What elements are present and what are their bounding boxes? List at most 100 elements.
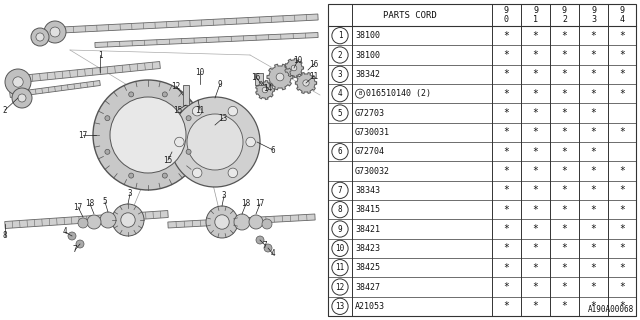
- Text: *: *: [532, 50, 538, 60]
- Text: *: *: [591, 282, 596, 292]
- Text: *: *: [532, 185, 538, 195]
- Text: 5: 5: [338, 108, 342, 117]
- Text: *: *: [591, 224, 596, 234]
- Text: *: *: [561, 205, 568, 215]
- Circle shape: [332, 144, 348, 160]
- Text: 15: 15: [163, 156, 173, 164]
- Circle shape: [105, 149, 110, 154]
- Circle shape: [186, 116, 191, 121]
- Text: 10: 10: [293, 55, 303, 65]
- Circle shape: [93, 80, 203, 190]
- Circle shape: [5, 69, 31, 95]
- Circle shape: [215, 215, 229, 229]
- Circle shape: [12, 88, 32, 108]
- Text: *: *: [620, 263, 625, 273]
- Text: *: *: [504, 185, 509, 195]
- Text: *: *: [532, 108, 538, 118]
- Text: *: *: [620, 69, 625, 79]
- Text: 17: 17: [255, 199, 264, 209]
- Text: *: *: [620, 89, 625, 99]
- Circle shape: [100, 212, 116, 228]
- Circle shape: [121, 213, 135, 227]
- Circle shape: [206, 206, 238, 238]
- Text: *: *: [504, 127, 509, 137]
- Text: 7: 7: [338, 186, 342, 195]
- Text: *: *: [532, 263, 538, 273]
- Circle shape: [44, 21, 66, 43]
- Text: *: *: [561, 89, 568, 99]
- Text: 7: 7: [262, 241, 268, 250]
- Text: *: *: [532, 282, 538, 292]
- Text: 10: 10: [335, 244, 344, 253]
- Text: *: *: [504, 243, 509, 253]
- Text: *: *: [620, 243, 625, 253]
- Circle shape: [112, 204, 144, 236]
- Text: *: *: [620, 205, 625, 215]
- Text: 38425: 38425: [355, 263, 380, 272]
- Text: 9
4: 9 4: [620, 6, 625, 24]
- Text: *: *: [620, 31, 625, 41]
- Circle shape: [186, 149, 191, 154]
- Text: 9: 9: [338, 225, 342, 234]
- Circle shape: [332, 47, 348, 63]
- Circle shape: [36, 33, 44, 41]
- Text: 1: 1: [98, 51, 102, 60]
- Text: *: *: [504, 224, 509, 234]
- Circle shape: [170, 97, 260, 187]
- Circle shape: [262, 219, 272, 229]
- Text: 12: 12: [172, 82, 180, 91]
- Text: *: *: [591, 243, 596, 253]
- Text: *: *: [504, 31, 509, 41]
- Circle shape: [228, 168, 237, 178]
- Text: 38423: 38423: [355, 244, 380, 253]
- Circle shape: [228, 106, 237, 116]
- Text: *: *: [591, 50, 596, 60]
- Text: B: B: [358, 91, 362, 96]
- Circle shape: [332, 298, 348, 315]
- Text: *: *: [561, 50, 568, 60]
- Text: *: *: [504, 282, 509, 292]
- Polygon shape: [168, 214, 315, 228]
- Circle shape: [175, 137, 184, 147]
- Circle shape: [193, 106, 202, 116]
- Text: 15: 15: [173, 106, 182, 115]
- Text: *: *: [532, 147, 538, 157]
- Polygon shape: [296, 73, 317, 93]
- Circle shape: [31, 28, 49, 46]
- Text: *: *: [561, 282, 568, 292]
- Text: *: *: [532, 89, 538, 99]
- Circle shape: [276, 73, 284, 81]
- Text: 9
1: 9 1: [533, 6, 538, 24]
- Circle shape: [332, 202, 348, 218]
- Text: *: *: [620, 185, 625, 195]
- Circle shape: [129, 173, 134, 178]
- Text: *: *: [591, 89, 596, 99]
- Text: *: *: [561, 166, 568, 176]
- Circle shape: [193, 168, 202, 178]
- Circle shape: [332, 28, 348, 44]
- Text: 8: 8: [338, 205, 342, 214]
- Text: 14: 14: [264, 84, 273, 92]
- Text: *: *: [591, 263, 596, 273]
- Text: *: *: [591, 31, 596, 41]
- Text: 11: 11: [195, 106, 205, 115]
- Bar: [183, 85, 189, 105]
- Text: G730031: G730031: [355, 128, 390, 137]
- Circle shape: [256, 236, 264, 244]
- Text: *: *: [504, 50, 509, 60]
- Text: 9
0: 9 0: [504, 6, 509, 24]
- Text: *: *: [620, 127, 625, 137]
- Text: 2: 2: [338, 51, 342, 60]
- Circle shape: [262, 87, 268, 93]
- Circle shape: [76, 240, 84, 248]
- Text: *: *: [561, 243, 568, 253]
- Circle shape: [332, 66, 348, 83]
- Text: 38100: 38100: [355, 31, 380, 40]
- Text: 4: 4: [63, 228, 67, 236]
- Text: *: *: [561, 147, 568, 157]
- Text: *: *: [532, 69, 538, 79]
- Text: *: *: [561, 108, 568, 118]
- Text: 18: 18: [241, 199, 251, 209]
- Polygon shape: [285, 59, 303, 77]
- Text: 10: 10: [195, 68, 205, 76]
